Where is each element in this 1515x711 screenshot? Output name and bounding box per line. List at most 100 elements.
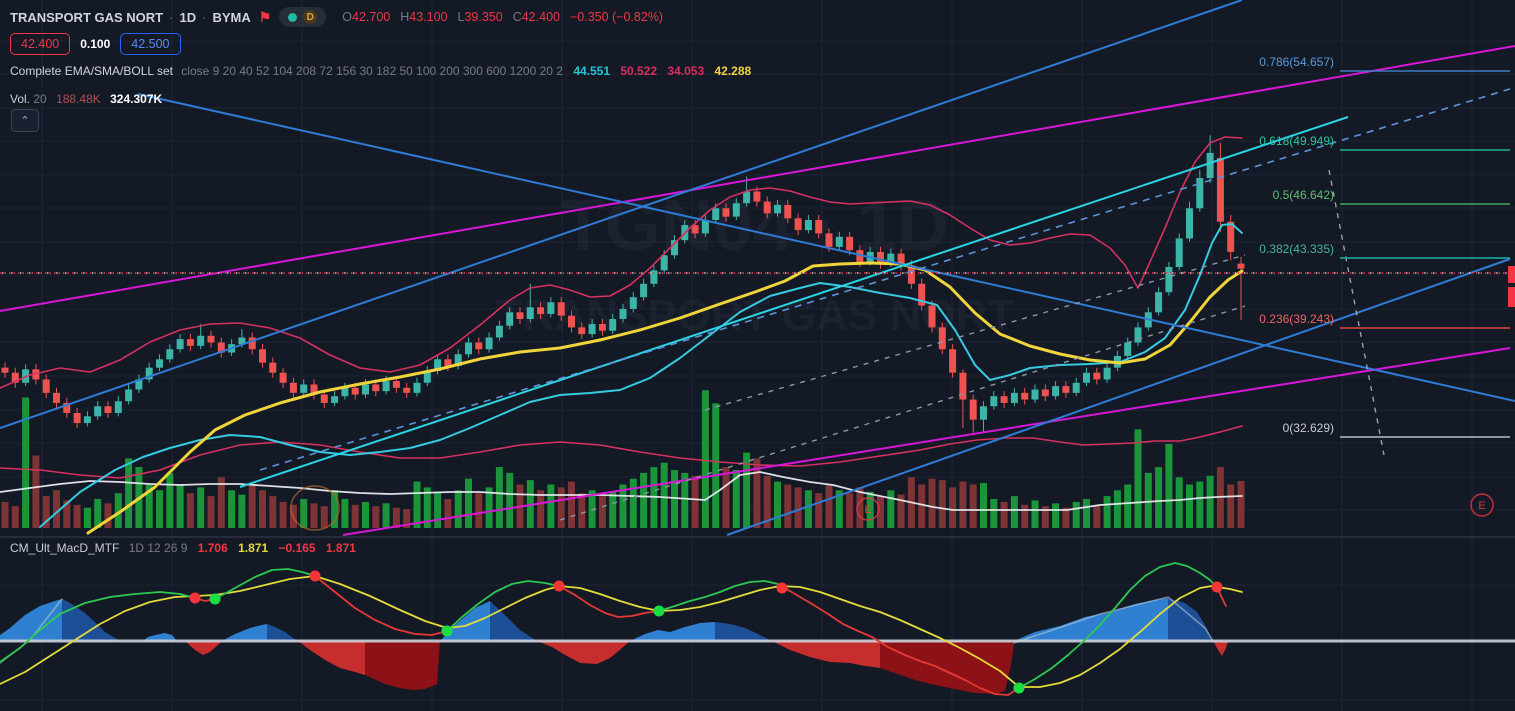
volume-bar <box>1062 507 1070 528</box>
volume-bar <box>94 499 102 528</box>
candle <box>403 387 411 393</box>
volume-bar <box>465 478 472 528</box>
volume-bar <box>11 506 19 528</box>
indicator-legend[interactable]: Complete EMA/SMA/BOLL set close 9 20 40 … <box>10 64 751 78</box>
macd-histogram-area <box>143 633 177 641</box>
candle <box>1196 178 1204 209</box>
macd-histogram-area <box>772 641 880 668</box>
volume-bar <box>53 490 60 528</box>
macd-cross-dot-green <box>209 593 221 605</box>
macd-cross-dot-red <box>776 582 788 594</box>
volume-bar <box>1155 467 1163 528</box>
volume-bar <box>1175 477 1183 528</box>
volume-legend[interactable]: Vol. 20 188.48K 324.307K <box>10 92 162 106</box>
buy-button[interactable]: 42.500 <box>120 33 181 55</box>
volume-bar <box>434 491 442 528</box>
trend-line <box>0 45 1515 312</box>
volume-bar <box>1021 504 1029 528</box>
volume-bar <box>300 499 308 528</box>
volume-bar <box>980 483 987 528</box>
volume-bar <box>1206 475 1214 528</box>
candle <box>712 208 720 221</box>
volume-bar <box>403 509 411 528</box>
candle <box>1072 382 1080 393</box>
trend-line <box>1328 169 1385 456</box>
ema-slow-line <box>86 261 1244 535</box>
candle <box>207 335 215 343</box>
earnings-badge[interactable]: E <box>1470 493 1494 517</box>
fib-level-label: 0.618(49.949) <box>1259 134 1334 148</box>
candle <box>1 367 9 373</box>
volume-label: Vol. <box>10 92 31 106</box>
macd-line-segment <box>0 591 196 663</box>
macd-histogram-area <box>62 599 120 641</box>
macd-legend[interactable]: CM_Ult_MacD_MTF 1D 12 26 9 1.706 1.871 −… <box>10 541 356 555</box>
candle <box>423 371 431 383</box>
candle <box>156 359 163 368</box>
macd-name: CM_Ult_MacD_MTF <box>10 541 120 555</box>
candle <box>578 327 586 335</box>
symbol-name[interactable]: TRANSPORT GAS NORT <box>10 9 164 25</box>
volume-bar <box>1052 503 1060 528</box>
volume-bar <box>753 458 761 528</box>
volume-bar <box>104 503 112 528</box>
candle <box>1052 386 1060 397</box>
bollinger-lower-band <box>0 425 1243 479</box>
volume-bar <box>42 496 50 528</box>
candle <box>1227 221 1235 252</box>
volume-bar <box>341 499 349 528</box>
candle <box>104 406 112 413</box>
candle <box>949 349 957 373</box>
candle <box>938 327 946 350</box>
close-value: 42.400 <box>521 10 560 24</box>
volume-bar <box>640 472 648 528</box>
exchange[interactable]: BYMA <box>212 9 251 25</box>
volume-bar <box>506 472 514 528</box>
volume-bar <box>454 490 462 528</box>
spread-value: 0.100 <box>80 37 111 51</box>
sell-button[interactable]: 42.400 <box>10 33 71 55</box>
candle <box>568 315 575 328</box>
candle <box>1175 238 1183 267</box>
fib-retracement[interactable]: 0.786(54.657) 0.618(49.949) 0.5(46.642) 0.3… <box>1259 55 1510 438</box>
timeframe[interactable]: 1D <box>179 9 197 25</box>
volume-bar <box>774 481 781 528</box>
volume-ma-value: 188.48K <box>56 92 101 106</box>
volume-bar <box>310 503 318 528</box>
volume-bar <box>22 397 30 528</box>
volume-bar <box>691 475 699 528</box>
candle <box>887 253 895 264</box>
volume-bar <box>1196 481 1204 528</box>
symbol-header: TRANSPORT GAS NORT · 1D · BYMA ⚑ D O42.7… <box>10 7 663 27</box>
macd-line-segment <box>446 580 560 632</box>
change-value: −0.350 (−0.82%) <box>569 10 664 24</box>
open-value: 42.700 <box>352 10 391 24</box>
volume-bar <box>444 499 452 528</box>
volume-bar <box>1134 429 1142 528</box>
volume-bar <box>743 452 751 528</box>
candle <box>53 392 60 403</box>
annotation-circle[interactable] <box>290 485 340 531</box>
volume-bar <box>392 507 400 528</box>
candle <box>701 220 709 234</box>
price-flag-icon[interactable]: ⚑ <box>258 8 272 25</box>
candle <box>897 253 905 266</box>
trend-lines[interactable] <box>0 0 1515 536</box>
collapse-legend-button[interactable]: ⌃ <box>11 109 39 132</box>
candle <box>485 337 493 350</box>
candle <box>197 335 205 346</box>
candle <box>918 283 926 306</box>
candle <box>804 220 812 231</box>
volume-bar <box>701 390 709 528</box>
volume-bar <box>815 493 823 528</box>
fib-level-label: 0.786(54.657) <box>1259 55 1334 69</box>
market-status-pill[interactable]: D <box>279 7 327 27</box>
volume-bar <box>248 484 256 528</box>
macd-line-segment <box>214 568 316 600</box>
earnings-badge[interactable]: E <box>856 497 880 521</box>
candle <box>526 307 534 320</box>
volume-bar <box>928 478 936 528</box>
volume-bar <box>619 484 627 528</box>
